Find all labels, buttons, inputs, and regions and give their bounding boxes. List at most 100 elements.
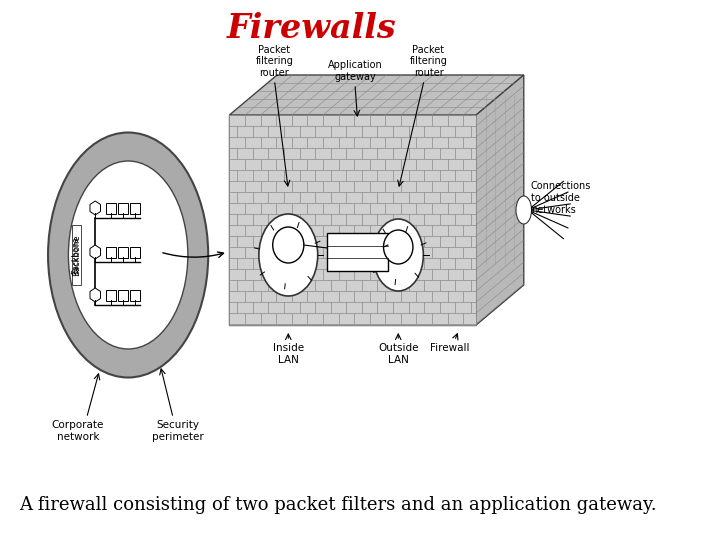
- Bar: [424, 126, 440, 137]
- Bar: [455, 148, 471, 159]
- Bar: [409, 280, 424, 291]
- Bar: [106, 289, 116, 300]
- Bar: [230, 181, 245, 192]
- Bar: [401, 159, 416, 170]
- Bar: [245, 291, 261, 302]
- Bar: [269, 214, 284, 225]
- Bar: [401, 137, 416, 148]
- Bar: [369, 269, 385, 280]
- Bar: [323, 159, 338, 170]
- Bar: [253, 302, 269, 313]
- Bar: [377, 192, 393, 203]
- Bar: [448, 137, 463, 148]
- Bar: [118, 202, 127, 213]
- Bar: [448, 159, 463, 170]
- Bar: [300, 236, 315, 247]
- Bar: [455, 302, 471, 313]
- Bar: [455, 192, 471, 203]
- Bar: [237, 126, 253, 137]
- Bar: [471, 126, 476, 137]
- Bar: [130, 246, 140, 258]
- Text: Outside
LAN: Outside LAN: [378, 343, 418, 364]
- Bar: [440, 324, 455, 325]
- Bar: [269, 280, 284, 291]
- Bar: [230, 258, 237, 269]
- Bar: [362, 148, 377, 159]
- Bar: [330, 302, 346, 313]
- Bar: [432, 247, 448, 258]
- Bar: [245, 203, 261, 214]
- Bar: [276, 115, 292, 126]
- Bar: [118, 246, 127, 258]
- Bar: [284, 214, 300, 225]
- Bar: [463, 203, 476, 214]
- Bar: [346, 258, 362, 269]
- Bar: [440, 258, 455, 269]
- Bar: [393, 258, 409, 269]
- Bar: [463, 247, 476, 258]
- Bar: [307, 137, 323, 148]
- Bar: [346, 148, 362, 159]
- Bar: [463, 159, 476, 170]
- Bar: [393, 302, 409, 313]
- Bar: [106, 246, 116, 258]
- Bar: [401, 181, 416, 192]
- Bar: [230, 203, 245, 214]
- Bar: [300, 324, 315, 325]
- Text: Corporate
network: Corporate network: [52, 420, 104, 442]
- Bar: [323, 181, 338, 192]
- Bar: [448, 225, 463, 236]
- Bar: [323, 203, 338, 214]
- Bar: [346, 126, 362, 137]
- Bar: [455, 126, 471, 137]
- Text: Packet
filtering
router: Packet filtering router: [410, 45, 447, 78]
- Bar: [424, 214, 440, 225]
- Text: Firewalls: Firewalls: [227, 11, 397, 44]
- Bar: [245, 269, 261, 280]
- Bar: [338, 247, 354, 258]
- Bar: [369, 203, 385, 214]
- Bar: [432, 159, 448, 170]
- Bar: [377, 258, 393, 269]
- Bar: [230, 302, 237, 313]
- Bar: [416, 159, 432, 170]
- Bar: [424, 170, 440, 181]
- Bar: [471, 258, 476, 269]
- Bar: [362, 126, 377, 137]
- Bar: [307, 269, 323, 280]
- Bar: [269, 126, 284, 137]
- Bar: [230, 170, 237, 181]
- Bar: [237, 170, 253, 181]
- Bar: [230, 236, 237, 247]
- Bar: [330, 148, 346, 159]
- Bar: [377, 148, 393, 159]
- Bar: [354, 181, 369, 192]
- Text: Connections
to outside
networks: Connections to outside networks: [531, 181, 591, 214]
- Bar: [269, 170, 284, 181]
- Bar: [385, 181, 401, 192]
- Bar: [440, 236, 455, 247]
- Bar: [237, 258, 253, 269]
- Bar: [377, 280, 393, 291]
- Bar: [377, 170, 393, 181]
- Bar: [409, 302, 424, 313]
- Bar: [276, 159, 292, 170]
- Bar: [245, 137, 261, 148]
- Bar: [323, 291, 338, 302]
- Bar: [315, 236, 330, 247]
- Bar: [424, 192, 440, 203]
- Bar: [130, 202, 140, 213]
- Bar: [253, 258, 269, 269]
- Bar: [292, 159, 307, 170]
- Bar: [432, 313, 448, 324]
- Bar: [393, 148, 409, 159]
- Bar: [393, 236, 409, 247]
- Bar: [230, 148, 237, 159]
- Bar: [330, 214, 346, 225]
- Bar: [416, 269, 432, 280]
- Bar: [245, 181, 261, 192]
- Bar: [253, 192, 269, 203]
- Bar: [393, 126, 409, 137]
- Bar: [377, 236, 393, 247]
- Bar: [300, 148, 315, 159]
